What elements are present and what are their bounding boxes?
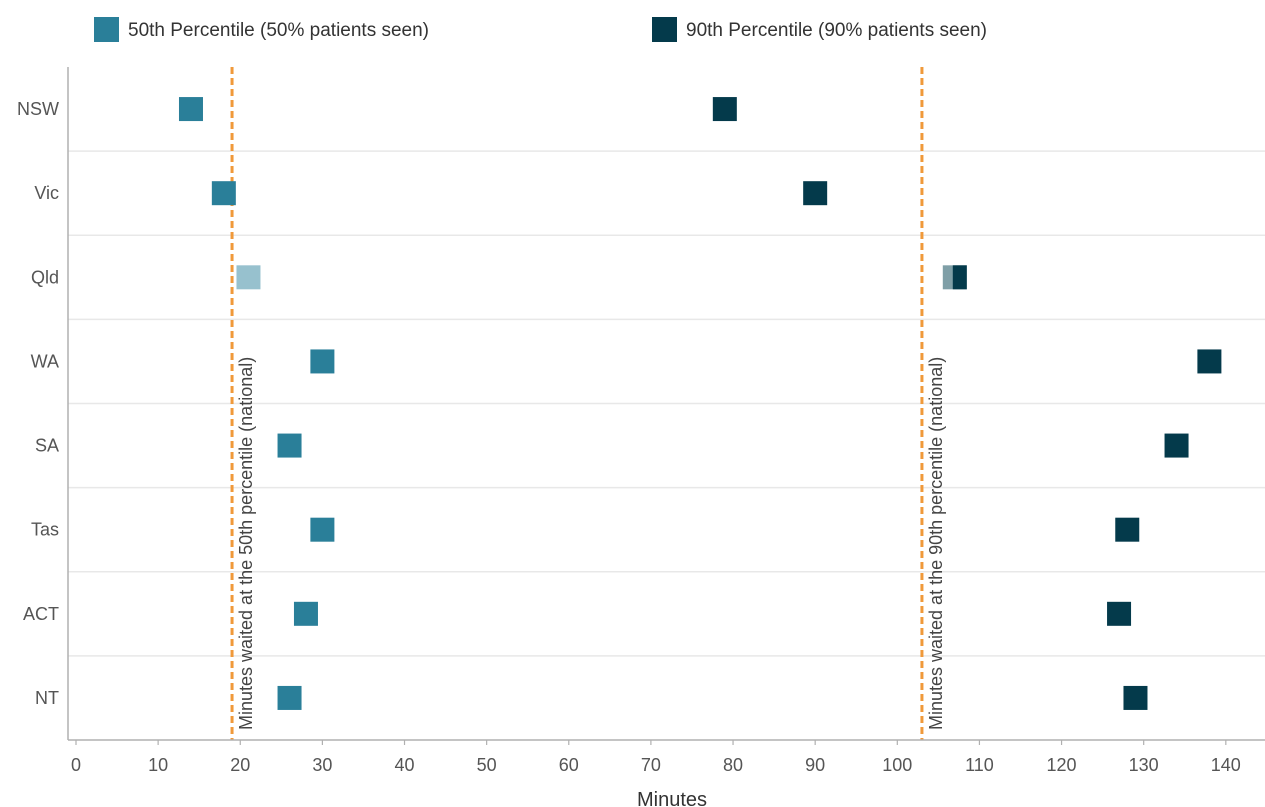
x-tick-label: 100	[882, 755, 912, 775]
p90-marker[interactable]	[712, 97, 737, 122]
x-axis-title: Minutes	[637, 789, 707, 807]
data-markers	[178, 97, 1222, 710]
category-label: WA	[31, 351, 59, 371]
legend-item-p90[interactable]: 90th Percentile (90% patients seen)	[652, 17, 987, 42]
p90-marker[interactable]	[803, 181, 828, 206]
grid-lines	[68, 150, 1265, 657]
category-label: NT	[35, 688, 59, 708]
x-tick-label: 20	[230, 755, 250, 775]
p90-marker[interactable]	[942, 265, 967, 290]
legend-swatch-p50	[94, 17, 119, 42]
p90-marker[interactable]	[1115, 517, 1140, 542]
axes	[67, 67, 1265, 741]
x-tick-label: 120	[1047, 755, 1077, 775]
x-tick-label: 60	[559, 755, 579, 775]
p90-marker[interactable]	[1123, 685, 1148, 710]
p50-marker[interactable]	[293, 601, 318, 626]
category-label: Tas	[31, 520, 59, 540]
p50-marker[interactable]	[211, 181, 236, 206]
x-tick-label: 0	[71, 755, 81, 775]
x-tick-label: 130	[1129, 755, 1159, 775]
legend-label-p50: 50th Percentile (50% patients seen)	[128, 20, 429, 41]
legend: 50th Percentile (50% patients seen) 90th…	[94, 17, 987, 42]
p50-marker[interactable]	[236, 265, 261, 290]
category-label: SA	[35, 436, 59, 456]
legend-swatch-p90	[652, 17, 677, 42]
x-tick-label: 30	[312, 755, 332, 775]
p50-marker[interactable]	[277, 685, 302, 710]
reference-line-label: Minutes waited at the 50th percentile (n…	[236, 357, 256, 730]
x-tick-label: 50	[477, 755, 497, 775]
x-tick-label: 70	[641, 755, 661, 775]
x-tick-label: 80	[723, 755, 743, 775]
x-tick-label: 90	[805, 755, 825, 775]
p50-marker[interactable]	[178, 97, 203, 122]
p90-marker-fill	[952, 265, 967, 290]
reference-line-label: Minutes waited at the 90th percentile (n…	[926, 357, 946, 730]
x-tick-label: 10	[148, 755, 168, 775]
p50-marker[interactable]	[310, 349, 335, 374]
category-label: ACT	[23, 604, 59, 624]
p90-marker[interactable]	[1164, 433, 1189, 458]
category-label: NSW	[17, 99, 59, 119]
legend-item-p50[interactable]: 50th Percentile (50% patients seen)	[94, 17, 429, 42]
x-tick-label: 110	[965, 755, 994, 775]
x-tick-label: 140	[1211, 755, 1241, 775]
reference-lines: Minutes waited at the 50th percentile (n…	[230, 67, 946, 740]
p90-marker[interactable]	[1107, 601, 1132, 626]
x-tick-label: 40	[395, 755, 415, 775]
category-label: Vic	[34, 183, 59, 203]
category-labels: NSW Vic Qld WA SA Tas ACT NT	[17, 99, 59, 708]
legend-label-p90: 90th Percentile (90% patients seen)	[686, 20, 987, 41]
p50-marker[interactable]	[277, 433, 302, 458]
x-axis-ticks: 0 10 20 30 40 50 60 70 80 90 100 110 120 130 140	[71, 740, 1241, 775]
p90-marker[interactable]	[1197, 349, 1222, 374]
category-label: Qld	[31, 267, 59, 287]
p50-marker[interactable]	[310, 517, 335, 542]
